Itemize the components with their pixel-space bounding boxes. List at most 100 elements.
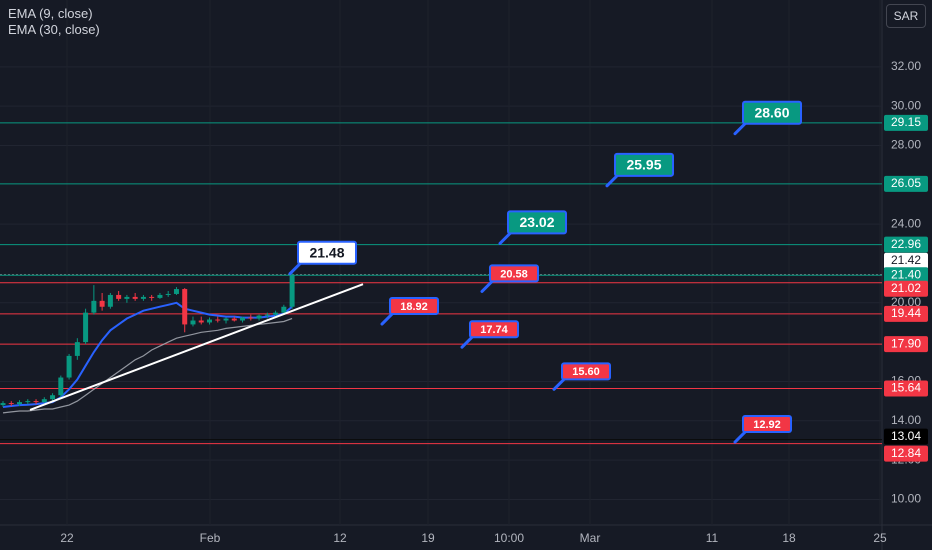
ema-line [2, 317, 293, 414]
callout-label: 25.95 [626, 157, 661, 173]
callout-box [614, 152, 674, 177]
candle-body [140, 296, 146, 299]
candle-body [289, 274, 295, 307]
candle-body [223, 318, 229, 321]
candle-body [41, 399, 47, 403]
y-tick-label: 30.00 [891, 98, 921, 112]
callout-box [297, 240, 357, 265]
y-tick-label: 28.00 [891, 138, 921, 152]
x-tick-label: 22 [60, 531, 74, 545]
candle-body [264, 314, 270, 316]
level-tag [884, 380, 928, 397]
candle-body [231, 318, 237, 321]
legend-entry: EMA (30, close) [8, 22, 100, 37]
y-tick-label: 20.00 [891, 295, 921, 309]
candle-body [17, 402, 23, 405]
candle-body [256, 315, 262, 319]
candle-body [149, 296, 155, 298]
level-label: 13.04 [891, 429, 921, 443]
level-label: 21.42 [891, 253, 921, 267]
callout-label: 17.74 [480, 324, 508, 336]
candle-body [157, 294, 163, 298]
x-tick-label: Mar [580, 531, 601, 545]
candle-body [207, 319, 212, 323]
trend-line [29, 283, 364, 411]
callout-box [489, 264, 539, 283]
y-tick-label: 10.00 [891, 492, 921, 506]
callout-box [742, 100, 802, 125]
callout-box [469, 320, 519, 339]
level-label: 21.02 [891, 281, 921, 295]
level-label: 15.64 [891, 381, 921, 395]
x-tick-label: Feb [200, 531, 221, 545]
candle-body [33, 401, 39, 403]
level-label: 29.15 [891, 115, 921, 129]
x-tick-label: 12 [333, 531, 347, 545]
x-tick-label: 25 [873, 531, 887, 545]
candle-body [190, 320, 196, 325]
level-tag [884, 305, 928, 322]
legend-entry: EMA (9, close) [8, 6, 93, 21]
level-tag [884, 114, 928, 131]
candle-body [124, 296, 130, 299]
candle-body [116, 294, 122, 299]
candle-body [240, 317, 246, 321]
y-tick-label: 24.00 [891, 216, 921, 230]
callout-box [507, 210, 567, 235]
level-tag [884, 445, 928, 462]
candle-body [248, 317, 254, 319]
candle-body [0, 403, 6, 406]
callout-box [389, 297, 439, 316]
level-label: 22.96 [891, 237, 921, 251]
candle-body [50, 395, 56, 400]
callout-label: 23.02 [519, 214, 554, 230]
legend: EMA (9, close) EMA (30, close) [8, 6, 100, 38]
level-label: 21.40 [891, 267, 921, 281]
y-tick-label: 14.00 [891, 413, 921, 427]
level-label: 26.05 [891, 176, 921, 190]
callout-label: 12.92 [753, 419, 781, 431]
level-tag [884, 428, 928, 445]
candle-body [273, 312, 279, 315]
symbol-button[interactable]: SAR [886, 4, 926, 28]
candle-body [99, 300, 105, 307]
level-tag [884, 252, 928, 269]
y-tick-label: 32.00 [891, 59, 921, 73]
x-tick-label: 19 [421, 531, 435, 545]
level-tag [884, 236, 928, 253]
candle-body [91, 300, 97, 313]
candle-body [66, 355, 72, 378]
callout-label: 21.48 [309, 244, 344, 260]
candle-body [107, 294, 113, 307]
level-label: 17.90 [891, 336, 921, 350]
level-tag [884, 280, 928, 297]
callout-box [742, 415, 792, 434]
callout-label: 18.92 [400, 301, 428, 313]
level-label: 12.84 [891, 446, 921, 460]
candle-body [74, 342, 80, 356]
level-tag [884, 267, 928, 284]
callout-label: 28.60 [754, 104, 789, 120]
candle-body [198, 320, 204, 323]
candle-body [25, 401, 31, 403]
callout-box [561, 362, 611, 381]
level-tag [884, 175, 928, 192]
level-label: 19.44 [891, 306, 921, 320]
candle-body [215, 319, 221, 321]
candle-body [58, 377, 64, 396]
candle-body [83, 312, 89, 343]
level-tag [884, 336, 928, 353]
x-tick-label: 10:00 [494, 531, 524, 545]
candle-body [132, 296, 138, 299]
x-tick-label: 18 [782, 531, 796, 545]
callout-label: 20.58 [500, 268, 528, 280]
candle-body [8, 403, 14, 405]
x-tick-label: 11 [706, 531, 719, 545]
candle-body [165, 293, 171, 295]
candle-body [173, 289, 179, 294]
candle-body [182, 289, 188, 325]
callout-label: 15.60 [572, 366, 600, 378]
candle-body [281, 306, 287, 313]
